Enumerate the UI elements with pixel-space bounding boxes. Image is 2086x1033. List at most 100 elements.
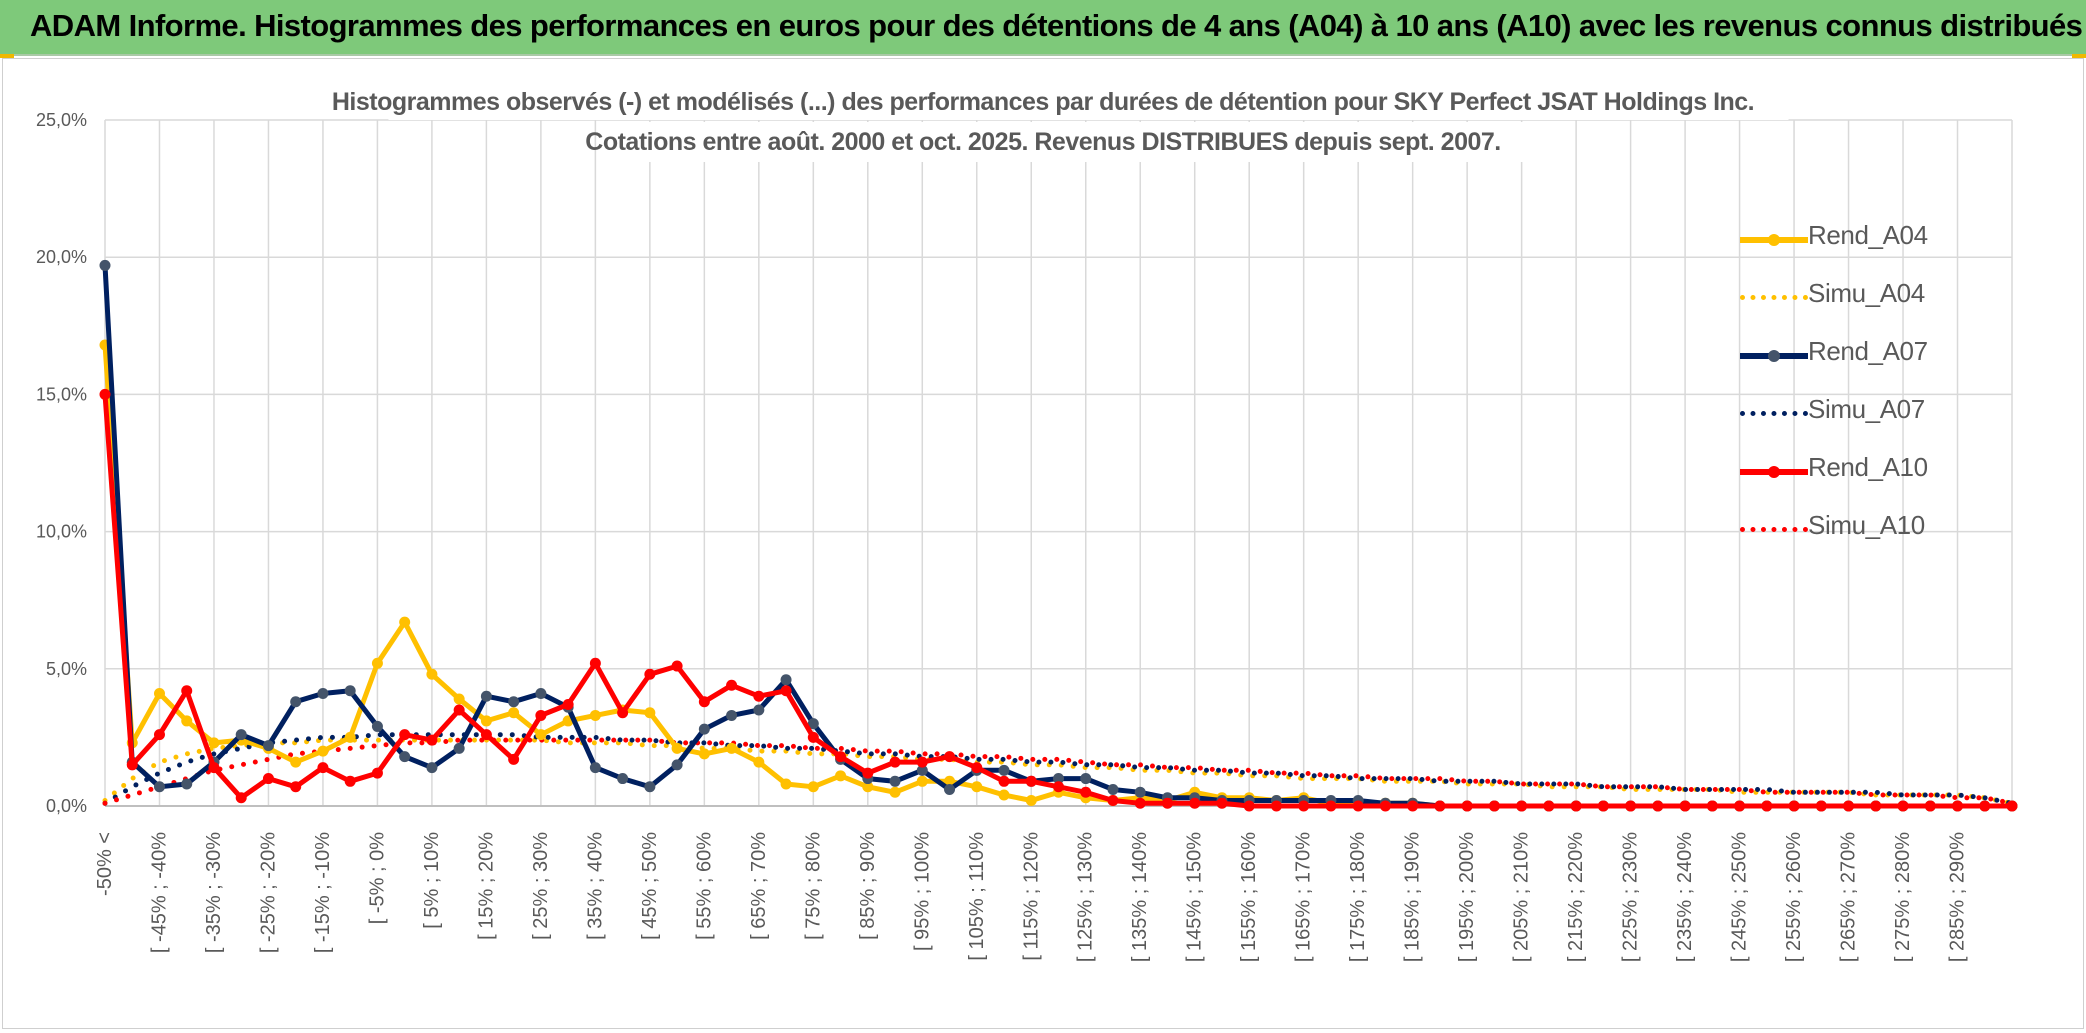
- series-rend-a04-point: [644, 707, 656, 719]
- series-rend-a07-point: [99, 259, 111, 271]
- series-rend-a04-point: [453, 693, 465, 705]
- series-rend-a10-point: [1652, 800, 1664, 812]
- series-rend-a10-point: [698, 696, 710, 708]
- series-rend-a10-point: [1379, 800, 1391, 812]
- series-rend-a10-point: [426, 734, 438, 746]
- series-rend-a07-point: [780, 674, 792, 686]
- x-tick-label: [ 5% ; 10%: [421, 832, 443, 929]
- x-tick-label: [ -45% ; -40%: [148, 832, 170, 953]
- series-rend-a04-point: [698, 748, 710, 760]
- series-rend-a10-point: [726, 679, 738, 691]
- series-rend-a10-point: [1952, 800, 1964, 812]
- series-rend-a04-point: [480, 715, 492, 727]
- series-rend-a10-point: [753, 690, 765, 702]
- legend-label: Rend_A10: [1808, 452, 1928, 482]
- series-rend-a07-point: [262, 740, 274, 752]
- x-tick-label: [ 55% ; 60%: [693, 832, 715, 940]
- series-rend-a10-point: [835, 751, 847, 763]
- legend-marker: [1768, 350, 1780, 362]
- x-tick-label: [ 285% ; 290%: [1947, 832, 1969, 962]
- x-tick-label: [ 185% ; 190%: [1402, 832, 1424, 962]
- series-rend-a07-point: [317, 687, 329, 699]
- chart-frame: [2, 58, 2084, 1029]
- series-rend-a04-point: [426, 668, 438, 680]
- series-rend-a04-point: [835, 770, 847, 782]
- series-rend-a10-point: [644, 668, 656, 680]
- series-rend-a07-point: [617, 773, 629, 785]
- x-tick-label: -50% <: [94, 832, 116, 896]
- series-rend-a10-point: [371, 767, 383, 779]
- series-rend-a04-point: [317, 745, 329, 757]
- x-tick-label: [ 65% ; 70%: [748, 832, 770, 940]
- y-tick-label: 15,0%: [36, 384, 87, 404]
- y-tick-label: 20,0%: [36, 247, 87, 267]
- chart-legend: Rend_A04 Simu_A04 Rend_A07 Simu_A07 Rend_A10…: [1740, 208, 1940, 556]
- series-rend-a10-point: [1025, 775, 1037, 787]
- corner-mark-right: [2072, 54, 2086, 58]
- series-rend-a10-point: [317, 762, 329, 774]
- series-rend-a10-point: [1107, 795, 1119, 807]
- series-rend-a07-point: [589, 762, 601, 774]
- series-rend-a04-point: [998, 789, 1010, 801]
- series-rend-a10-point: [262, 773, 274, 785]
- series-rend-a10-point: [126, 759, 138, 771]
- series-rend-a10-point: [807, 731, 819, 743]
- series-rend-a07-point: [671, 759, 683, 771]
- series-rend-a04-point: [944, 775, 956, 787]
- series-rend-a07-point: [371, 720, 383, 732]
- title-bg: [388, 82, 1789, 120]
- series-rend-a04-point: [371, 657, 383, 669]
- legend-label: Rend_A07: [1808, 336, 1928, 366]
- series-rend-a07-point: [944, 784, 956, 796]
- series-rend-a07-point: [399, 751, 411, 763]
- report-banner: ADAM Informe. Histogrammes des performan…: [0, 0, 2086, 56]
- series-rend-a04-point: [753, 756, 765, 768]
- chart-title: Histogrammes observés (-) et modélisés (…: [332, 88, 1754, 116]
- x-tick-label: [ 205% ; 210%: [1511, 832, 1533, 962]
- x-tick-label: [ -35% ; -30%: [203, 832, 225, 953]
- series-rend-a04-point: [589, 709, 601, 721]
- series-rend-a10-point: [780, 685, 792, 697]
- x-tick-label: [ 175% ; 180%: [1347, 832, 1369, 962]
- series-simu-a10-line: [102, 737, 2015, 806]
- series-rend-a10-point: [1516, 800, 1528, 812]
- series-rend-a10-point: [1270, 800, 1282, 812]
- series-rend-a07-point: [181, 778, 193, 790]
- x-tick-label: [ 195% ; 200%: [1456, 832, 1478, 962]
- series-rend-a07-point: [426, 762, 438, 774]
- series-rend-a04-point: [290, 756, 302, 768]
- series-rend-a07-point: [753, 704, 765, 716]
- series-rend-a07-point: [726, 709, 738, 721]
- series-rend-a10-point: [480, 729, 492, 741]
- legend-item-simu-a07: Simu_A07: [1740, 382, 1940, 440]
- y-tick-label: 0,0%: [46, 796, 87, 816]
- series-rend-a07-point: [535, 687, 547, 699]
- series-rend-a07-point: [344, 685, 356, 697]
- x-tick-label: [ -15% ; -10%: [312, 832, 334, 953]
- legend-swatch: [1740, 295, 1808, 300]
- x-tick-label: [ 95% ; 100%: [911, 832, 933, 951]
- x-tick-label: [ 275% ; 280%: [1892, 832, 1914, 962]
- series-rend-a10-point: [1488, 800, 1500, 812]
- series-rend-a10-point: [1461, 800, 1473, 812]
- y-tick-label: 10,0%: [36, 522, 87, 542]
- series-rend-a10-point: [1897, 800, 1909, 812]
- series-rend-a10-point: [1543, 800, 1555, 812]
- series-rend-a04-point: [181, 715, 193, 727]
- series-rend-a04-point: [780, 778, 792, 790]
- series-rend-a10-point: [1189, 797, 1201, 809]
- series-rend-a10-point: [1161, 797, 1173, 809]
- series-rend-a10-point: [1053, 781, 1064, 793]
- x-tick-label: [ 145% ; 150%: [1184, 832, 1206, 962]
- series-rend-a07-point: [453, 742, 465, 754]
- series-rend-a10-point: [1597, 800, 1609, 812]
- series-rend-a10-point: [153, 729, 165, 741]
- series-rend-a10-point: [1134, 797, 1146, 809]
- series-rend-a07-line: [102, 265, 2012, 809]
- subtitle-bg: [638, 122, 1539, 162]
- series-rend-a07-point: [998, 764, 1010, 776]
- x-tick-label: [ 125% ; 130%: [1075, 832, 1097, 962]
- series-rend-a10-point: [508, 753, 520, 765]
- series-rend-a10-point: [916, 756, 928, 768]
- series-rend-a07-point: [889, 775, 901, 787]
